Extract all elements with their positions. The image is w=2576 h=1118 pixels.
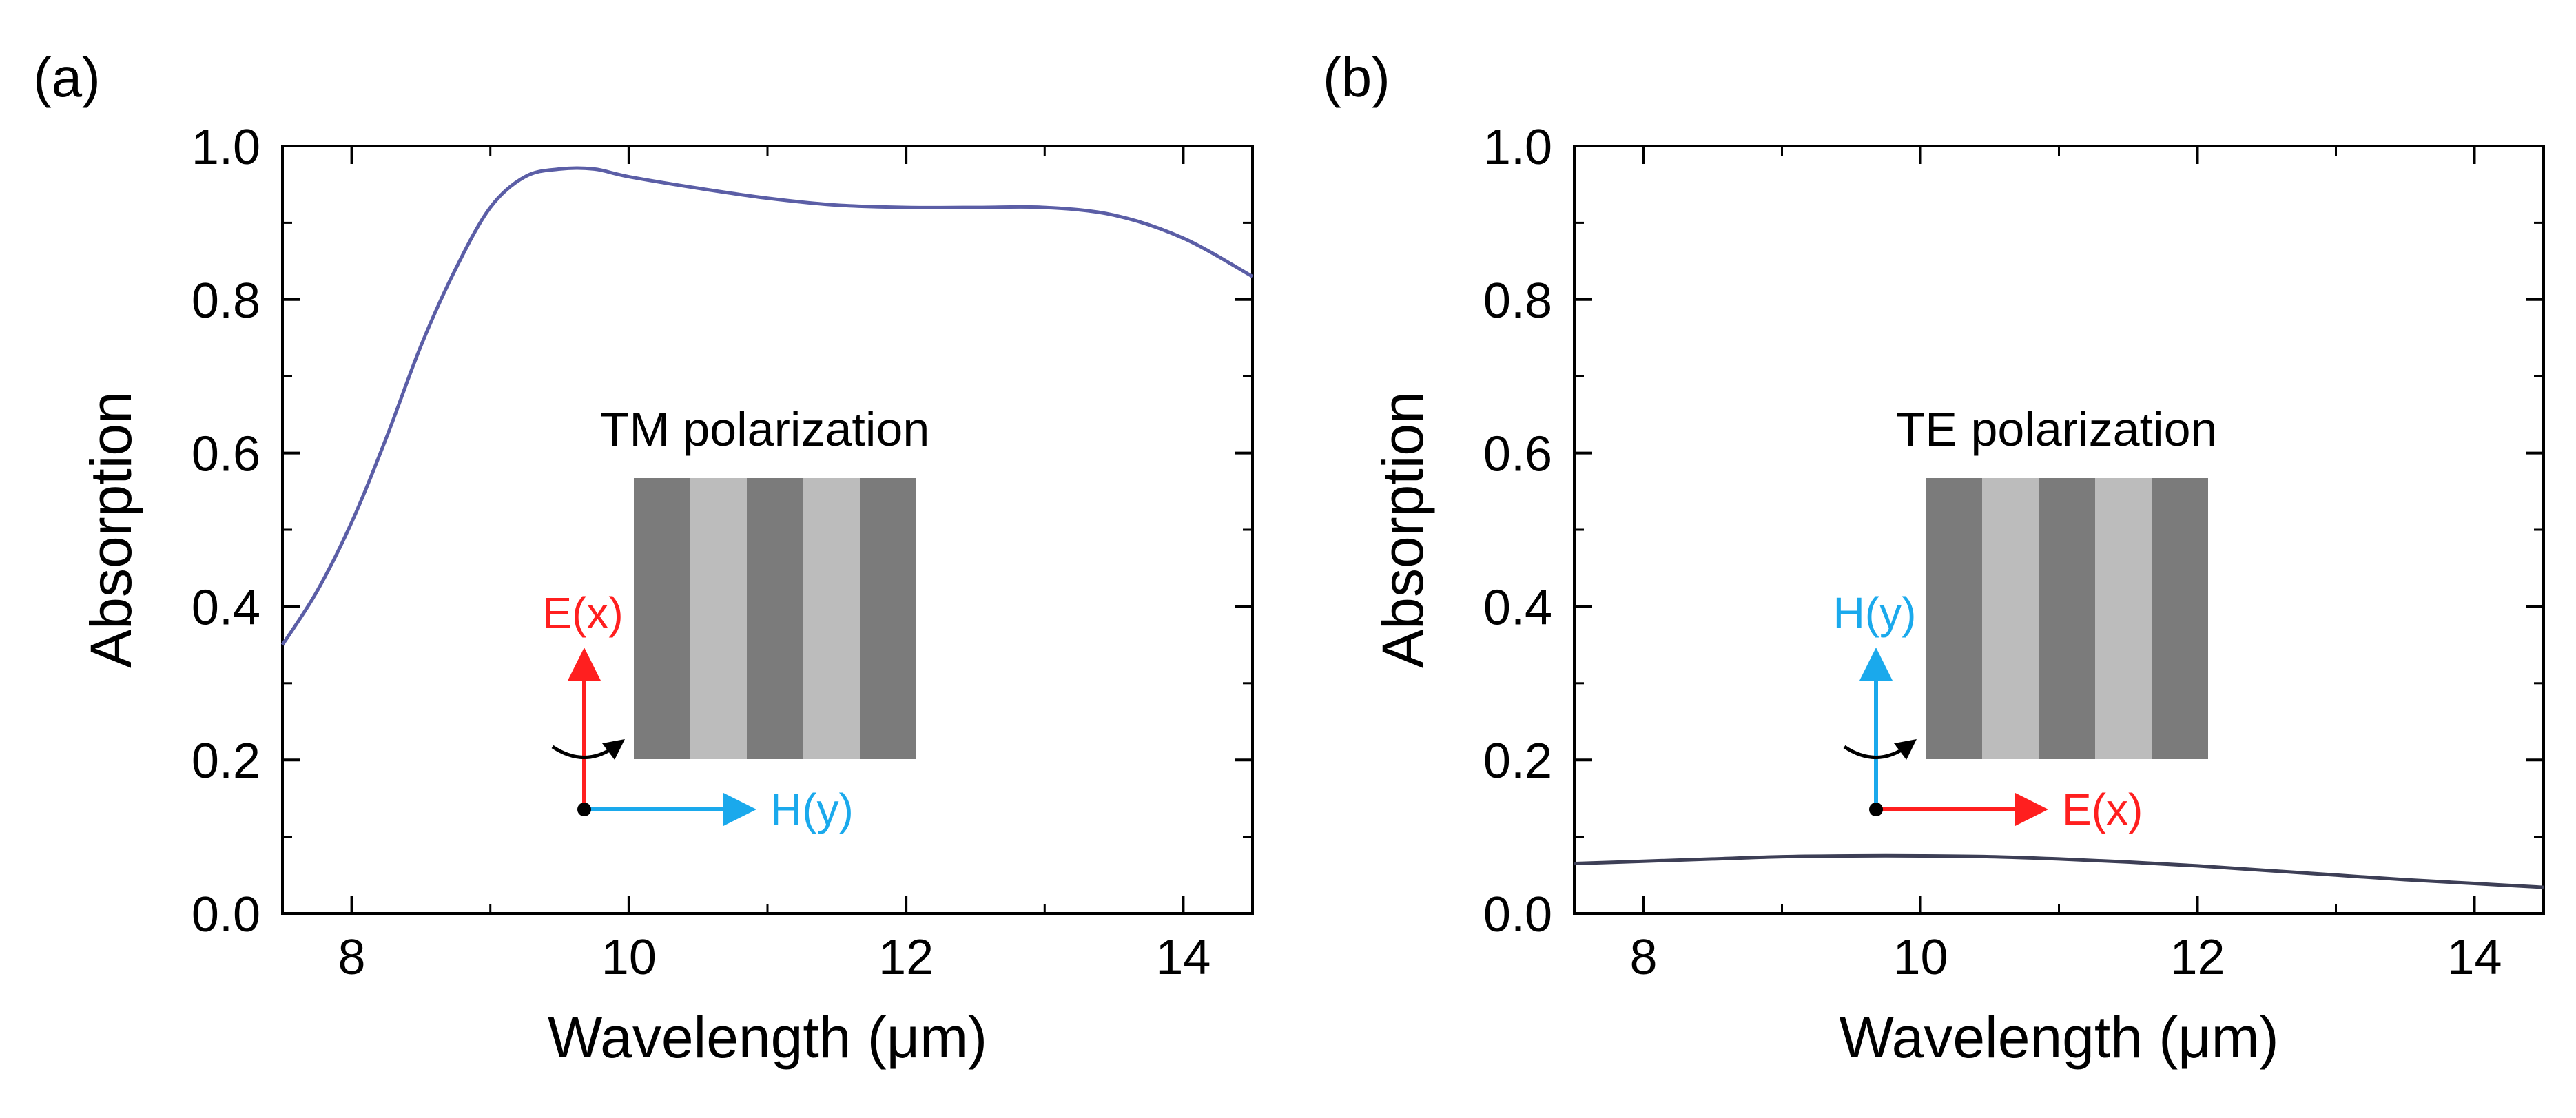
- y-axis-title: Absorption: [79, 391, 143, 668]
- grating-stripe: [2095, 478, 2152, 759]
- panel-b: (b) 0.0 0.2 0.4 0.6 0.8 1.0 8 10 12 14 Wavelength (…: [1323, 47, 2545, 1070]
- x-tick-label: 10: [1893, 930, 1948, 985]
- x-tick-label: 14: [1155, 930, 1210, 985]
- x-tick-label: 8: [1629, 930, 1657, 985]
- x-axis-title: Wavelength (μm): [548, 1005, 987, 1070]
- panel-label: (b): [1323, 47, 1390, 108]
- inset-title: TE polarization: [1896, 402, 2218, 456]
- polarization-inset: TM polarization E(x) H(y): [542, 402, 929, 834]
- y-tick-label: 1.0: [192, 120, 260, 175]
- x-tick-label: 8: [338, 930, 366, 985]
- origin-dot: [1869, 803, 1883, 816]
- vertical-field-label: E(x): [542, 588, 623, 638]
- horizontal-field-label: H(y): [770, 785, 854, 834]
- vertical-field-label: H(y): [1833, 588, 1917, 638]
- polarization-inset: TE polarization H(y) E(x): [1833, 402, 2218, 834]
- y-tick-label: 1.0: [1483, 120, 1552, 175]
- x-tick-label: 14: [2446, 930, 2502, 985]
- x-tick-label: 10: [601, 930, 657, 985]
- x-tick-label: 12: [878, 930, 934, 985]
- grating-stripe: [860, 478, 916, 759]
- y-tick-label: 0.8: [192, 273, 260, 329]
- rotation-arrow-icon: [551, 738, 625, 760]
- y-tick-label: 0.2: [1483, 734, 1552, 789]
- panel-a: (a) 0.0 0.2 0.4 0.6 0.8 1.0 8 10 12 14 Wavelength (…: [33, 47, 1254, 1070]
- x-tick-label: 12: [2170, 930, 2225, 985]
- y-tick-label: 0.2: [192, 734, 260, 789]
- series-line-tm: [280, 166, 1254, 646]
- y-tick-label: 0.4: [1483, 580, 1552, 635]
- y-axis-title: Absorption: [1370, 391, 1435, 668]
- grating-stripe: [690, 478, 747, 759]
- grating-stripe: [747, 478, 803, 759]
- horizontal-field-label: E(x): [2062, 785, 2143, 834]
- rotation-arrow-icon: [1843, 738, 1917, 760]
- grating-stripe: [2152, 478, 2208, 759]
- y-tick-label: 0.4: [192, 580, 260, 635]
- grating-stripe: [2039, 478, 2095, 759]
- x-axis-title: Wavelength (μm): [1839, 1005, 2278, 1070]
- grating-stripe: [634, 478, 690, 759]
- panel-label: (a): [33, 47, 101, 108]
- grating-stripe: [1926, 478, 1982, 759]
- y-tick-label: 0.0: [1483, 887, 1552, 942]
- y-tick-label: 0.6: [192, 427, 260, 482]
- grating-stripe: [803, 478, 860, 759]
- inset-title: TM polarization: [600, 402, 930, 456]
- origin-dot: [577, 803, 591, 816]
- y-tick-label: 0.0: [192, 887, 260, 942]
- y-tick-label: 0.6: [1483, 427, 1552, 482]
- grating-stripe: [1982, 478, 2039, 759]
- series-line-te: [1574, 853, 2544, 889]
- y-tick-label: 0.8: [1483, 273, 1552, 329]
